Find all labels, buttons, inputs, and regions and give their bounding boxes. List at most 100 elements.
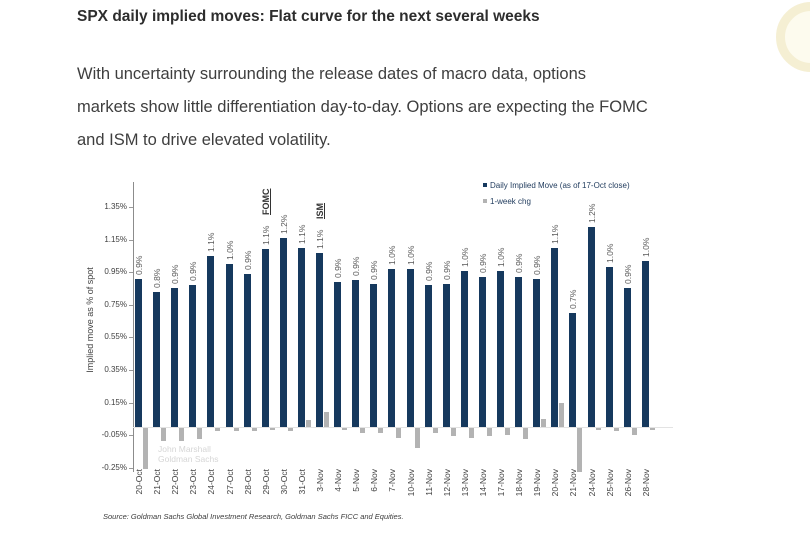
x-axis-label: 24-Oct <box>206 469 217 495</box>
intro-line-2: markets show little differentiation day-… <box>77 98 648 116</box>
bar-daily-implied-move <box>370 283 378 427</box>
bar-1-week-chg <box>613 428 619 432</box>
bar-value-label: 1.0% <box>640 237 651 257</box>
x-axis-label: 12-Nov <box>441 469 452 497</box>
bar-daily-implied-move <box>497 270 504 427</box>
x-axis-label: 11-Nov <box>423 469 434 496</box>
bar-1-week-chg <box>161 428 167 442</box>
bar-1-week-chg <box>631 428 637 435</box>
author-watermark-line-1: John Marshall <box>158 444 211 454</box>
bar-daily-implied-move <box>605 267 613 427</box>
x-axis-label: 27-Oct <box>224 469 235 495</box>
y-tick-mark <box>129 304 133 306</box>
x-axis-label: 28-Oct <box>242 469 253 495</box>
bar-daily-implied-move <box>207 255 215 427</box>
x-axis-label: 21-Nov <box>568 469 579 497</box>
y-tick-mark <box>129 206 133 208</box>
x-axis-label: 20-Nov <box>550 469 561 497</box>
bar-1-week-chg <box>215 428 221 432</box>
x-axis-label: 18-Nov <box>514 469 525 497</box>
x-axis-label: 30-Oct <box>278 469 289 495</box>
bar-value-label: 1.1% <box>296 224 307 244</box>
bar-value-label: 0.9% <box>188 261 199 282</box>
y-tick-label: 0.15% <box>104 397 127 407</box>
bar-daily-implied-move <box>171 288 179 427</box>
intro-line-1: With uncertainty surrounding the release… <box>77 65 587 83</box>
y-tick-mark <box>129 337 133 339</box>
bar-value-label: 1.0% <box>604 243 615 264</box>
bar-1-week-chg <box>197 428 203 440</box>
x-axis-label: 24-Nov <box>586 469 597 497</box>
y-tick-label: -0.25% <box>101 462 127 472</box>
x-axis-label: 20-Oct <box>134 469 144 495</box>
bar-daily-implied-move <box>352 280 360 427</box>
x-axis-label: 6-Nov <box>369 469 380 492</box>
intro-paragraph: With uncertainty surrounding the release… <box>77 58 777 157</box>
bar-value-label: 0.9% <box>622 265 633 285</box>
bar-value-label: 1.0% <box>496 247 506 267</box>
bar-daily-implied-move <box>279 237 287 427</box>
x-axis-label: 17-Nov <box>496 469 506 497</box>
bar-1-week-chg <box>505 428 510 435</box>
bar-value-label: 0.9% <box>242 250 253 270</box>
bar-value-label: 1.2% <box>278 214 289 234</box>
event-annotation-fomc: FOMC <box>260 188 271 216</box>
x-axis-label: 3-Nov <box>315 469 325 492</box>
bar-daily-implied-move <box>551 247 559 427</box>
bar-daily-implied-move <box>297 247 305 427</box>
bar-value-label: 1.0% <box>224 240 235 260</box>
chart-legend: Daily Implied Move (as of 17-Oct close) … <box>483 177 630 209</box>
bar-1-week-chg <box>577 428 583 472</box>
legend-label: Daily Implied Move (as of 17-Oct close) <box>490 180 630 190</box>
x-axis-label: 28-Nov <box>640 469 651 497</box>
page-title: SPX daily implied moves: Flat curve for … <box>77 8 540 25</box>
bar-1-week-chg <box>559 402 565 427</box>
y-tick-mark <box>129 272 133 274</box>
legend-item-1-week-chg: 1-week chg <box>483 193 630 209</box>
y-tick-mark <box>129 467 133 469</box>
bar-daily-implied-move <box>135 278 142 427</box>
bar-value-label: 0.7% <box>568 289 579 309</box>
x-axis-label: 5-Nov <box>351 469 362 492</box>
bar-value-label: 1.1% <box>550 224 561 244</box>
event-annotation-ism: ISM <box>315 202 325 219</box>
bar-daily-implied-move <box>225 264 233 427</box>
bar-daily-implied-move <box>261 249 269 427</box>
y-tick-label: 0.35% <box>104 364 127 374</box>
legend-swatch-navy-icon <box>483 183 487 187</box>
x-axis-label: 22-Oct <box>170 469 181 495</box>
x-axis-label: 4-Nov <box>333 469 344 492</box>
bar-daily-implied-move <box>442 283 450 427</box>
bar-1-week-chg <box>251 428 257 432</box>
x-axis-label: 25-Nov <box>604 469 615 497</box>
y-axis-line <box>133 182 134 472</box>
bar-1-week-chg <box>595 428 601 430</box>
bar-1-week-chg <box>396 428 402 438</box>
bar-daily-implied-move <box>460 270 468 427</box>
x-axis-label: 7-Nov <box>387 469 398 492</box>
intro-line-3: and ISM to drive elevated volatility. <box>77 131 331 149</box>
bar-value-label: 0.9% <box>134 255 144 275</box>
bar-value-label: 1.1% <box>206 232 217 252</box>
legend-swatch-gray-icon <box>483 199 487 203</box>
bar-daily-implied-move <box>623 288 631 427</box>
y-tick-label: 0.75% <box>104 299 127 309</box>
x-axis-label: 26-Nov <box>622 469 633 497</box>
bar-daily-implied-move <box>406 268 414 427</box>
bar-value-label: 0.9% <box>423 261 434 282</box>
y-tick-mark <box>129 369 133 371</box>
x-axis-label: 21-Oct <box>152 469 163 495</box>
y-tick-label: 1.35% <box>104 201 127 211</box>
bar-daily-implied-move <box>334 281 342 427</box>
bar-daily-implied-move <box>153 291 161 427</box>
bar-value-label: 1.0% <box>387 245 398 265</box>
x-axis-label: 31-Oct <box>296 469 307 495</box>
bar-1-week-chg <box>287 428 293 432</box>
x-axis-label: 13-Nov <box>459 469 470 497</box>
bar-value-label: 0.9% <box>369 260 380 280</box>
source-note: Source: Goldman Sachs Global Investment … <box>103 512 404 521</box>
bar-1-week-chg <box>541 418 547 427</box>
bar-daily-implied-move <box>641 260 649 427</box>
bar-1-week-chg <box>378 428 384 433</box>
logo-watermark-icon <box>776 2 810 72</box>
